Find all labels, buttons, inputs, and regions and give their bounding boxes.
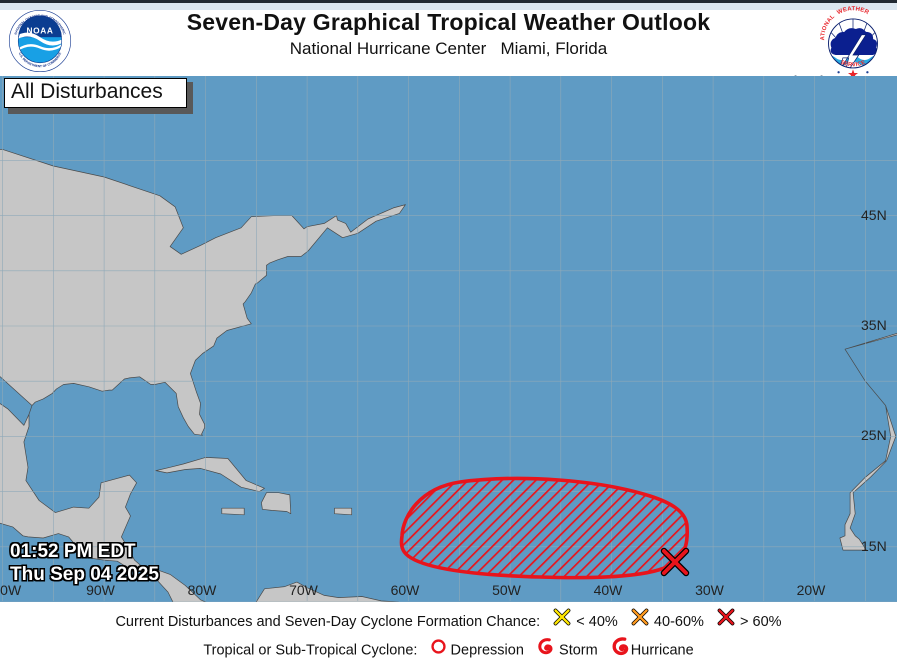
svg-text:NOAA: NOAA — [26, 25, 53, 35]
svg-text:WEATHER: WEATHER — [836, 6, 870, 16]
